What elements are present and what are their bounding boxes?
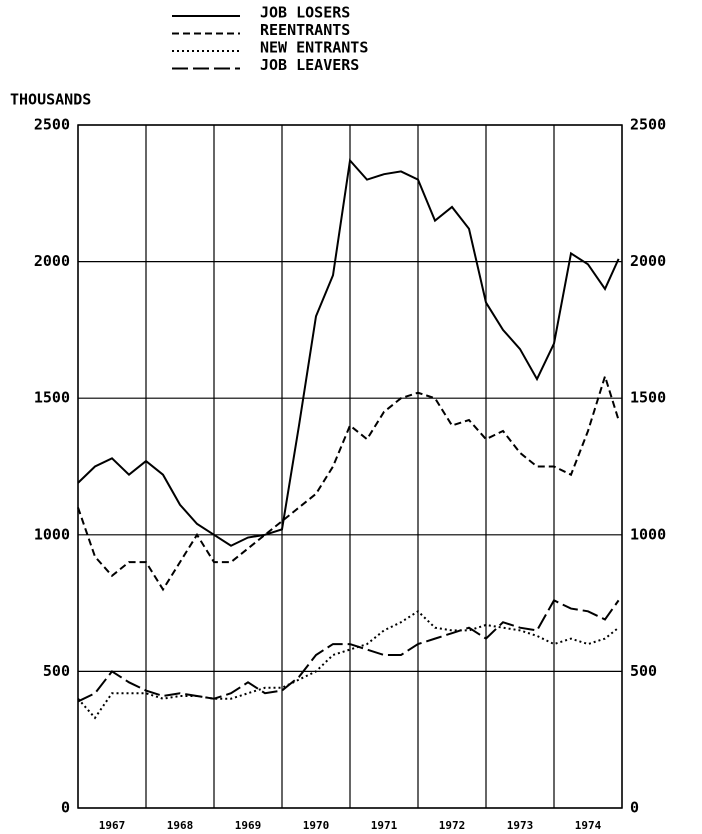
x-tick-label: 1973: [507, 819, 534, 832]
x-tick-label: 1974: [575, 819, 602, 832]
y2-tick-label: 500: [630, 662, 657, 680]
y-tick-label: 1000: [34, 525, 70, 543]
y2-tick-label: 0: [630, 799, 639, 817]
x-tick-label: 1971: [371, 819, 398, 832]
y2-tick-label: 2000: [630, 252, 666, 270]
y2-tick-label: 2500: [630, 116, 666, 134]
y-tick-label: 2500: [34, 116, 70, 134]
x-tick-label: 1967: [99, 819, 126, 832]
series-line: [77, 372, 620, 592]
y-tick-label: 2000: [34, 252, 70, 270]
series-line: [77, 158, 620, 547]
y-axis-label: THOUSANDS: [10, 91, 91, 109]
series-line: [77, 599, 620, 703]
legend-label: REENTRANTS: [260, 21, 350, 39]
legend-label: JOB LEAVERS: [260, 56, 359, 74]
x-tick-label: 1970: [303, 819, 330, 832]
y-tick-label: 1500: [34, 389, 70, 407]
legend-label: JOB LOSERS: [260, 4, 350, 22]
series-line: [77, 610, 620, 720]
y2-tick-label: 1000: [630, 525, 666, 543]
legend-label: NEW ENTRANTS: [260, 39, 368, 57]
y2-tick-label: 1500: [630, 389, 666, 407]
x-tick-label: 1969: [235, 819, 262, 832]
x-tick-label: 1968: [167, 819, 194, 832]
y-tick-label: 0: [61, 799, 70, 817]
x-tick-label: 1972: [439, 819, 466, 832]
y-tick-label: 500: [43, 662, 70, 680]
